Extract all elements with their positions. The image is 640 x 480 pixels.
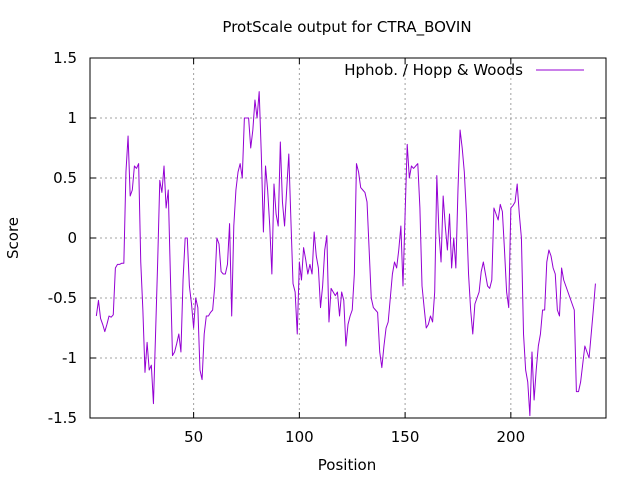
x-tick-label: 200 xyxy=(497,428,526,446)
y-tick-label: 1 xyxy=(67,109,77,127)
y-tick-label: -0.5 xyxy=(48,289,77,307)
legend: Hphob. / Hopp & Woods xyxy=(344,61,584,79)
y-axis-label: Score xyxy=(4,217,22,259)
axes: -1.5 -1 -0.5 0 0.5 1 1.5 50 100 150 200 xyxy=(48,49,607,446)
x-axis-label: Position xyxy=(318,456,376,474)
series-line xyxy=(95,91,596,417)
y-tick-label: -1.5 xyxy=(48,409,77,427)
x-tick-label: 50 xyxy=(184,428,203,446)
x-tick-label: 100 xyxy=(285,428,314,446)
legend-label: Hphob. / Hopp & Woods xyxy=(344,61,523,79)
y-tick-label: -1 xyxy=(62,349,77,367)
chart-title: ProtScale output for CTRA_BOVIN xyxy=(222,18,471,37)
y-tick-label: 0.5 xyxy=(53,169,77,187)
grid-lines xyxy=(90,58,606,418)
y-tick-label: 1.5 xyxy=(53,49,77,67)
y-tick-label: 0 xyxy=(67,229,77,247)
x-tick-label: 150 xyxy=(391,428,420,446)
plot-area xyxy=(95,91,596,417)
